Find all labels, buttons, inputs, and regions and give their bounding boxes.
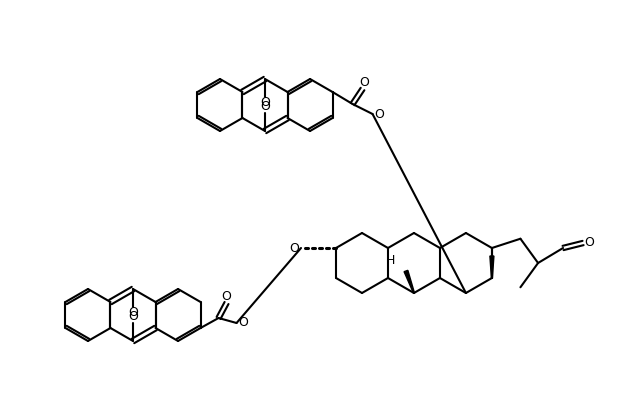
- Polygon shape: [404, 270, 415, 293]
- Text: O: O: [260, 100, 270, 113]
- Text: O: O: [221, 290, 232, 303]
- Polygon shape: [490, 256, 494, 278]
- Text: O: O: [128, 311, 138, 324]
- Text: O: O: [360, 77, 369, 90]
- Text: H: H: [385, 254, 395, 266]
- Text: O: O: [260, 96, 270, 109]
- Text: O: O: [289, 241, 299, 254]
- Text: O: O: [584, 237, 594, 249]
- Text: O: O: [128, 307, 138, 320]
- Text: O: O: [374, 107, 385, 121]
- Text: O: O: [239, 316, 248, 330]
